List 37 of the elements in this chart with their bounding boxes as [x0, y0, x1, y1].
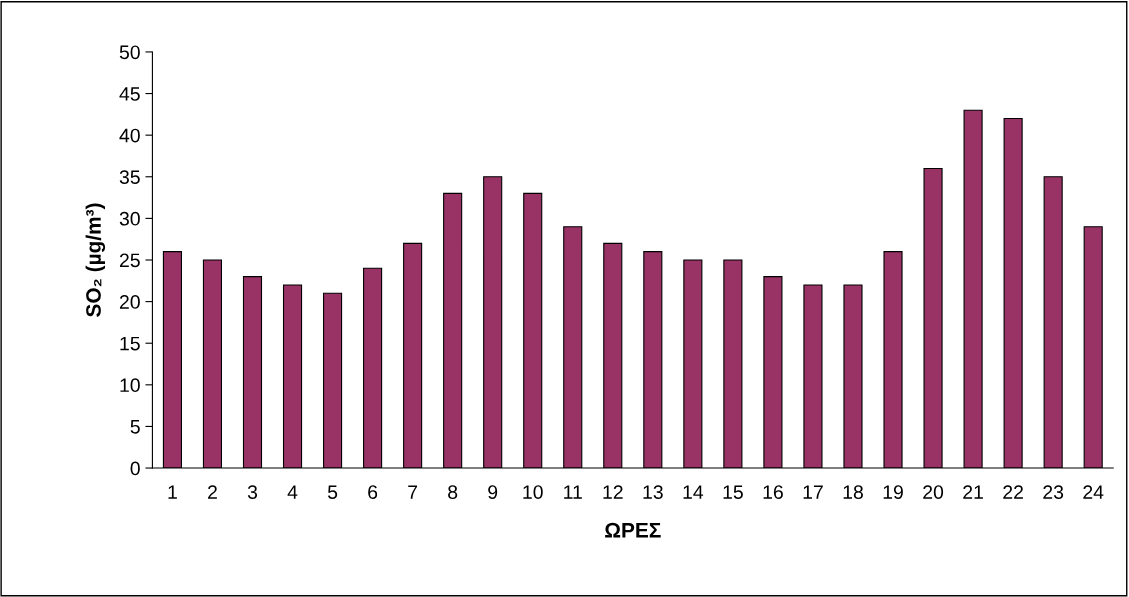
y-tick-label: 10 — [120, 378, 140, 393]
x-tick-label: 9 — [488, 485, 498, 499]
x-tick-label: 1 — [168, 485, 177, 499]
x-tick-label: 2 — [208, 485, 217, 499]
y-tick-label: 25 — [119, 253, 140, 268]
x-tick-label: 20 — [923, 485, 944, 499]
x-tick-label: 7 — [408, 485, 418, 499]
x-tick-label: 13 — [643, 485, 663, 499]
y-tick-label: 0 — [130, 461, 140, 476]
x-tick-label: 21 — [963, 485, 983, 499]
x-tick-label: 3 — [247, 485, 258, 499]
x-tick-label: 6 — [368, 485, 378, 499]
x-tick-label: 17 — [803, 485, 823, 499]
y-tick-label: 5 — [130, 420, 140, 434]
y-tick-label: 30 — [119, 211, 140, 226]
x-tick-label: 5 — [327, 485, 338, 499]
x-tick-label: 16 — [763, 485, 783, 499]
x-tick-label: 19 — [883, 485, 903, 499]
x-tick-label: 15 — [723, 485, 743, 499]
y-tick-label: 45 — [119, 87, 140, 101]
x-tick-label: 22 — [1003, 485, 1023, 499]
x-axis-title: ΩΡΕΣ — [605, 522, 661, 538]
x-tick-label: 11 — [564, 485, 582, 499]
x-tick-label: 8 — [448, 485, 458, 499]
y-tick-label: 15 — [120, 336, 140, 351]
x-tick-label: 24 — [1083, 485, 1104, 499]
x-tick-label: 14 — [683, 485, 704, 499]
x-tick-label: 4 — [287, 485, 298, 499]
x-tick-label: 12 — [603, 485, 623, 499]
y-tick-label: 40 — [119, 128, 140, 143]
y-axis-title: SO₂ (µg/m³) — [85, 203, 106, 317]
y-tick-label: 20 — [119, 295, 140, 309]
y-tick-label: 35 — [119, 170, 140, 185]
x-tick-label: 18 — [843, 485, 863, 499]
x-tick-label: 10 — [523, 485, 543, 499]
y-tick-label: 50 — [119, 45, 140, 60]
x-tick-label: 23 — [1043, 485, 1064, 499]
